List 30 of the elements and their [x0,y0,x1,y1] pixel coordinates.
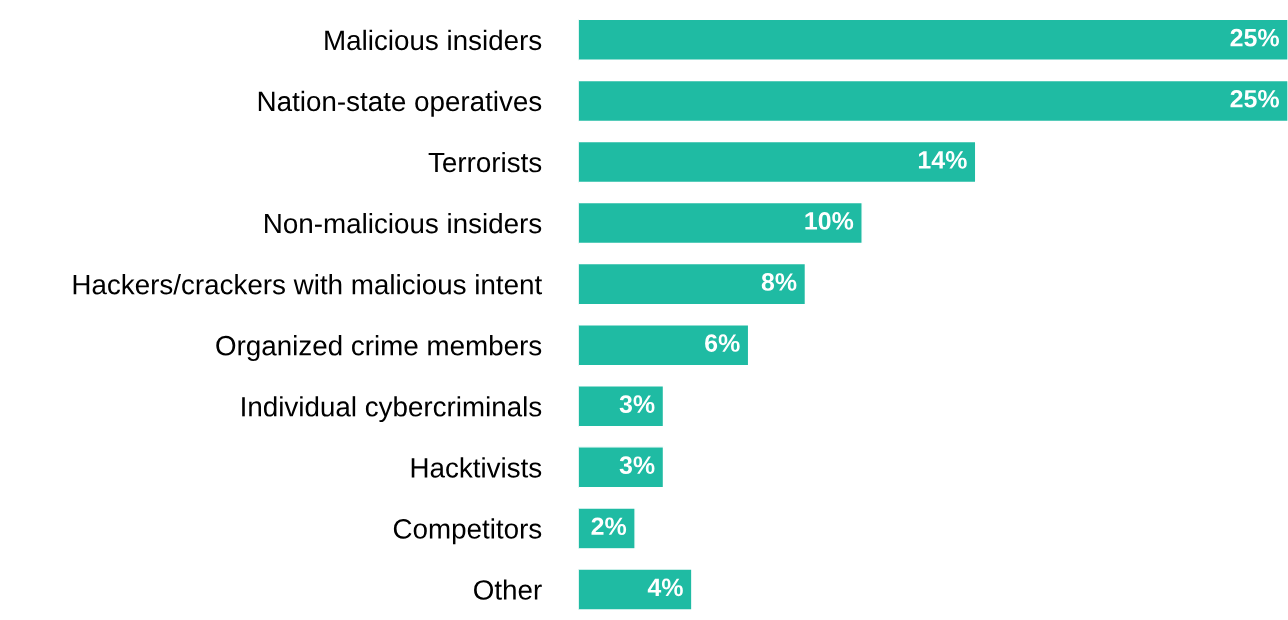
data-label: 25% [1230,28,1280,47]
data-label: 14% [918,151,967,169]
data-label: 4% [647,578,683,597]
bar [578,324,750,367]
data-label: 10% [805,212,854,230]
bar [578,385,665,428]
y-tick-label: Non-malicious insiders [265,212,542,234]
data-label: 25% [1230,89,1280,108]
y-tick-label: Nation-state operatives [258,90,542,117]
data-label: 6% [705,334,740,352]
y-tick-label: Terrorists [428,151,542,173]
bar [578,568,693,611]
bar [578,18,1288,61]
data-label: 3% [619,456,655,475]
bar [578,201,863,245]
bar [578,507,636,550]
y-tick-label: Other [474,579,542,600]
y-tick-label: Individual cybercriminals [242,396,542,423]
data-label: 8% [761,273,797,291]
data-label: 3% [619,395,655,413]
bar [578,446,665,489]
y-tick-label: Organized crime members [216,335,542,362]
bar [578,262,807,306]
bar [578,140,977,184]
bar [578,79,1288,123]
y-tick-label: Hacktivists [411,457,542,478]
y-tick-label: Hackers/crackers with malicious intent [73,274,543,295]
data-label: 2% [591,517,627,536]
y-tick-label: Malicious insiders [325,29,542,51]
y-tick-label: Competitors [393,518,542,545]
